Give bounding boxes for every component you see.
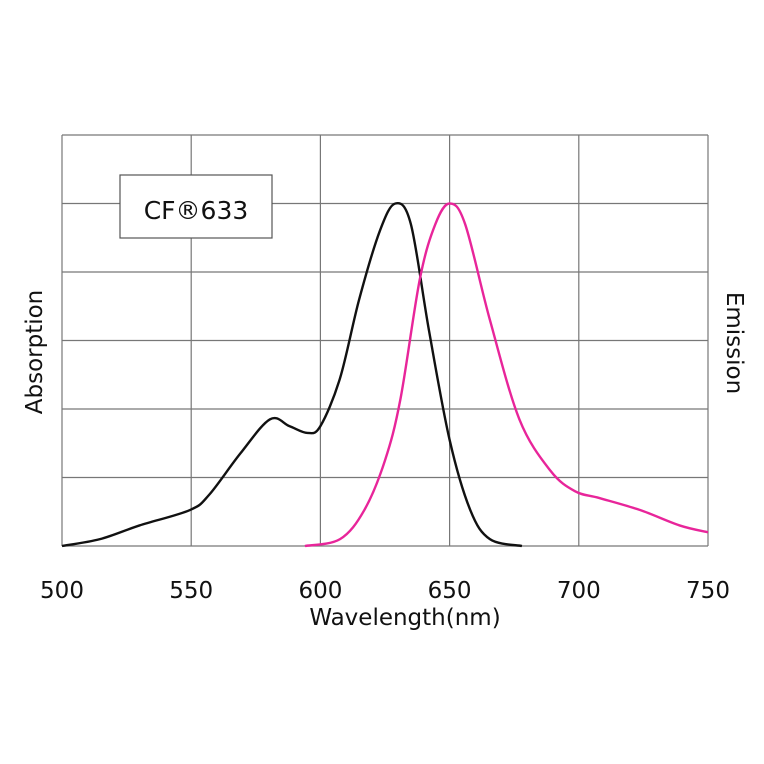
legend-box: CF®633	[119, 174, 273, 239]
x-tick-label: 600	[298, 578, 342, 604]
x-tick-label: 650	[428, 578, 472, 604]
x-tick-label: 500	[40, 578, 84, 604]
y-axis-label-right: Emission	[721, 292, 747, 394]
x-tick-label: 550	[169, 578, 213, 604]
x-axis-label: Wavelength(nm)	[309, 605, 500, 631]
series-lines	[61, 201, 709, 548]
legend-text: CF®633	[144, 196, 249, 225]
series-line-absorption	[61, 201, 523, 548]
series-line-emission	[304, 202, 709, 548]
x-tick-label: 750	[686, 578, 730, 604]
x-tick-label: 700	[557, 578, 601, 604]
x-tick-labels: 500 550 600 650 700 750	[40, 578, 730, 604]
y-axis-label-left: Absorption	[22, 290, 48, 415]
